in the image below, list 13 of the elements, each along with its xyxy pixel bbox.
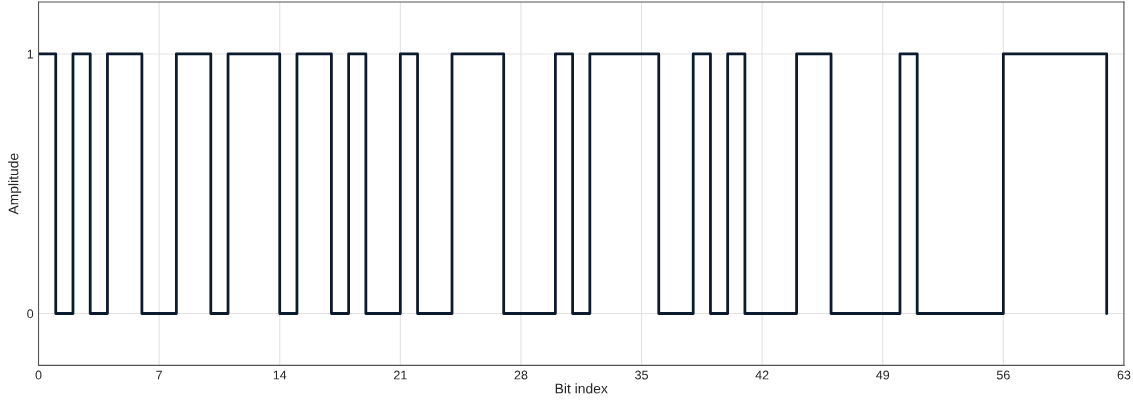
x-tick-label: 7 — [156, 370, 162, 380]
x-tick-label: 14 — [273, 370, 287, 380]
x-tick-label: 56 — [996, 370, 1010, 380]
y-tick-label: 1 — [27, 49, 34, 59]
x-tick-label: 63 — [1117, 370, 1131, 380]
x-tick-label: 21 — [394, 370, 407, 380]
x-tick-label: 49 — [876, 370, 890, 380]
x-tick-label: 42 — [755, 370, 769, 380]
x-tick-label: 35 — [635, 370, 648, 380]
x-tick-label: 28 — [514, 370, 528, 380]
x-axis-title: Bit index — [555, 383, 608, 394]
y-axis-title: Amplitude — [8, 153, 22, 215]
x-tick-label: 0 — [35, 370, 42, 380]
